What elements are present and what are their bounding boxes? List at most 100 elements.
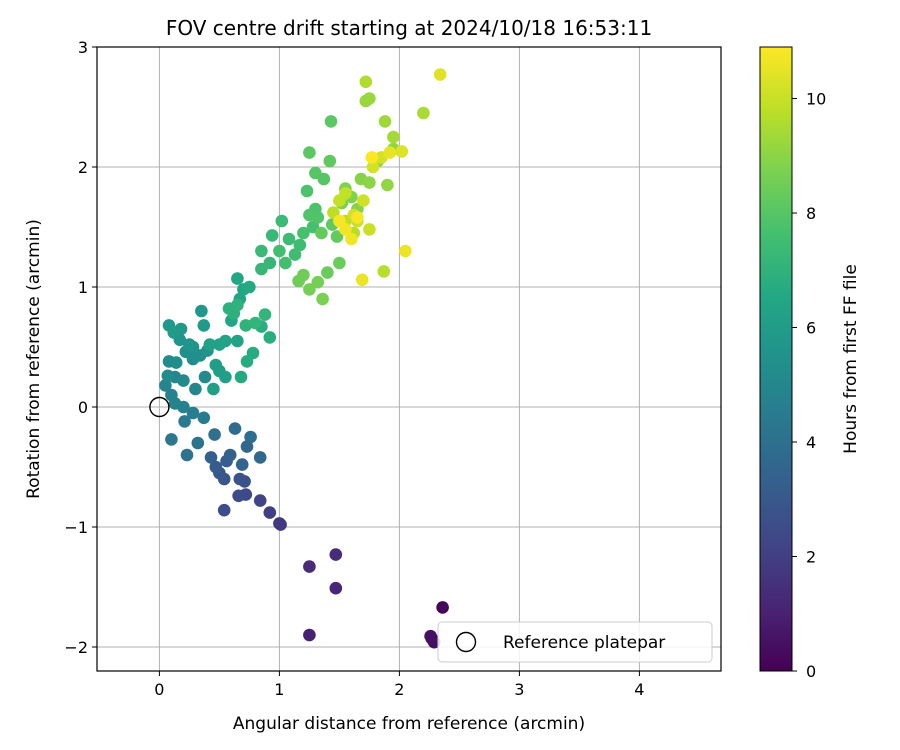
colorbar: 0 2 4 6 8 10 Hours from first FF file — [759, 46, 861, 681]
reference-platepar-marker — [149, 396, 170, 418]
scatter-point — [436, 601, 449, 614]
scatter-point — [381, 178, 394, 192]
scatter-point — [231, 272, 244, 285]
scatter-point — [159, 379, 172, 392]
scatter-point — [240, 440, 254, 453]
scatter-point — [217, 503, 231, 517]
scatter-point — [253, 494, 267, 507]
scatter-point — [258, 308, 272, 321]
scatter-point — [387, 130, 400, 144]
scatter-point — [232, 489, 245, 503]
scatter-point — [197, 319, 211, 332]
scatter-point — [303, 628, 316, 642]
scatter-point — [209, 460, 223, 474]
scatter-point — [293, 238, 307, 252]
scatter-point — [161, 369, 175, 383]
x-axis-label: Angular distance from reference (arcmin) — [233, 714, 585, 734]
x-tick-label: 0 — [154, 680, 164, 699]
y-tick-label: −1 — [64, 518, 88, 537]
scatter-point — [165, 388, 178, 402]
scatter-point — [279, 256, 292, 270]
plot-frame — [96, 46, 722, 672]
scatter-point — [329, 581, 343, 595]
scatter-point — [288, 248, 302, 261]
scatter-point — [303, 283, 316, 296]
scatter-point — [399, 244, 412, 258]
y-tick-label: 2 — [78, 158, 88, 177]
scatter-point — [363, 92, 376, 105]
scatter-point — [300, 184, 314, 198]
scatter-point — [316, 292, 329, 306]
scatter-point — [189, 382, 202, 396]
reference-point — [149, 396, 170, 418]
y-axis-label: Rotation from reference (arcmin) — [24, 219, 44, 499]
scatter-point — [303, 146, 316, 159]
scatter-point — [330, 230, 344, 243]
scatter-point — [345, 232, 358, 246]
colorbar-tick-label: 4 — [806, 433, 816, 452]
colorbar-tick-label: 6 — [806, 319, 816, 338]
scatter-point — [273, 244, 286, 258]
y-tick-label: 0 — [78, 398, 88, 417]
scatter-point — [329, 548, 343, 561]
scatter-point — [263, 331, 277, 344]
scatter-point — [275, 214, 289, 228]
scatter-point — [309, 166, 322, 180]
scatter-point — [263, 506, 277, 519]
scatter-point — [231, 298, 244, 312]
scatter-point — [359, 75, 373, 89]
scatter-point — [223, 448, 237, 462]
scatter-point — [255, 244, 268, 258]
scatter-point — [377, 265, 391, 278]
scatter-point — [339, 187, 352, 200]
x-tick-label: 2 — [394, 680, 404, 699]
scatter-point — [167, 326, 181, 339]
scatter-point — [333, 214, 346, 228]
colorbar-label: Hours from first FF file — [841, 264, 861, 454]
scatter-point — [365, 151, 379, 164]
scatter-point — [191, 436, 205, 450]
scatter-point — [197, 411, 211, 425]
x-axis: 0 1 2 3 4 — [154, 671, 644, 699]
scatter-point — [315, 226, 328, 240]
scatter-point — [323, 154, 337, 168]
scatter-point — [165, 433, 178, 446]
scatter-point — [366, 160, 380, 174]
x-tick-label: 1 — [274, 680, 284, 699]
scatter-point — [311, 211, 325, 224]
scatter-point — [395, 145, 409, 158]
scatter-point — [233, 472, 247, 486]
scatter-point — [424, 629, 437, 643]
scatter-point — [282, 232, 296, 246]
x-tick-label: 4 — [634, 680, 644, 699]
scatter-point — [378, 115, 392, 128]
scatter-points — [159, 68, 449, 649]
y-tick-label: −2 — [64, 638, 88, 657]
scatter-point — [204, 451, 218, 464]
scatter-point — [363, 176, 376, 189]
legend-entry: Reference platepar — [503, 633, 665, 653]
scatter-point — [231, 334, 244, 348]
scatter-point — [246, 346, 260, 360]
scatter-point — [297, 226, 310, 240]
scatter-point — [207, 382, 220, 396]
scatter-point — [265, 229, 279, 242]
scatter-point — [235, 458, 249, 471]
scatter-point — [183, 338, 196, 351]
y-axis: −2 −1 0 1 2 3 — [64, 38, 97, 657]
colorbar-tick-label: 10 — [806, 90, 826, 109]
y-tick-label: 3 — [78, 38, 88, 57]
scatter-point — [186, 406, 200, 420]
scatter-point — [234, 370, 248, 384]
scatter-point — [303, 560, 316, 573]
scatter-point — [219, 334, 232, 348]
legend: Reference platepar — [437, 621, 713, 663]
scatter-point — [333, 256, 346, 270]
scatter-point — [239, 319, 253, 332]
scatter-point — [208, 428, 221, 441]
scatter-point — [180, 448, 194, 462]
colorbar-tick-label: 2 — [806, 548, 816, 567]
scatter-point — [417, 106, 430, 120]
scatter-point — [219, 370, 232, 384]
